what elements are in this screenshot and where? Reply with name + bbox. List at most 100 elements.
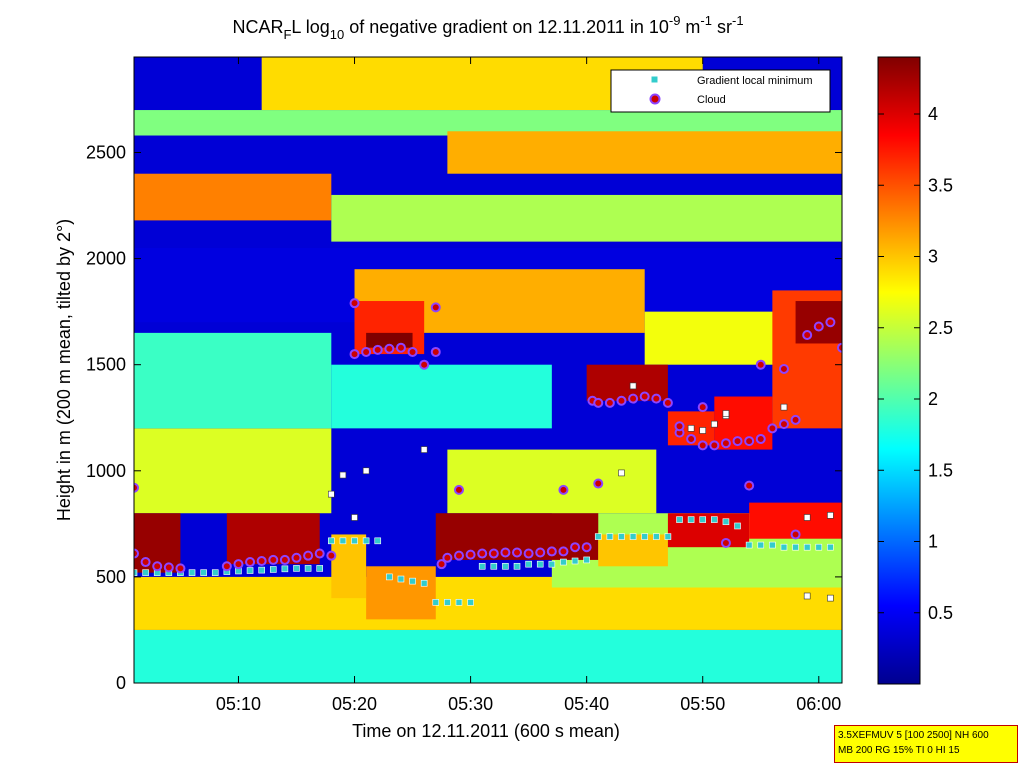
y-tick-label: 0 <box>116 673 126 693</box>
heatmap-area <box>134 57 842 683</box>
cloud-marker <box>134 482 139 493</box>
cloud-marker <box>245 557 256 568</box>
cloud-marker <box>442 552 453 563</box>
cloud-marker <box>790 414 801 425</box>
chart-title: NCARFL log10 of negative gradient on 12.… <box>232 13 743 42</box>
gradient-minimum-marker <box>780 543 788 551</box>
cloud-marker <box>790 529 801 540</box>
colorbar-tick-label: 0.5 <box>928 603 953 623</box>
gradient-minimum-marker <box>328 537 335 545</box>
heatmap-cell <box>134 629 842 683</box>
cloud-marker <box>651 393 662 404</box>
cloud-marker <box>778 363 789 374</box>
gradient-minimum-marker <box>687 516 695 523</box>
y-tick-label: 1500 <box>86 355 126 375</box>
y-tick-label: 2000 <box>86 249 126 269</box>
cloud-marker <box>755 433 766 444</box>
gradient-minimum-marker <box>594 533 602 540</box>
y-axis-label: Height in m (200 m mean, tilted by 2°) <box>54 219 74 521</box>
cloud-marker <box>697 402 708 413</box>
gradient-point-marker <box>711 420 718 428</box>
y-tick-label: 500 <box>96 567 126 587</box>
gradient-minimum-marker <box>629 533 637 540</box>
gradient-minimum-marker <box>246 567 254 574</box>
gradient-point-marker <box>827 512 834 519</box>
gradient-minimum-marker <box>490 562 498 570</box>
gradient-minimum-marker <box>362 537 370 545</box>
gradient-minimum-marker <box>560 558 567 566</box>
gradient-minimum-marker <box>769 541 776 549</box>
gradient-point-marker <box>803 514 811 521</box>
gradient-minimum-marker <box>641 533 648 540</box>
legend-circle-marker <box>649 93 661 105</box>
gradient-minimum-marker <box>351 537 358 545</box>
cloud-marker <box>744 480 755 491</box>
gradient-minimum-marker <box>711 516 718 523</box>
cloud-marker <box>778 419 789 430</box>
x-tick-label: 06:00 <box>796 694 841 714</box>
gradient-point-marker <box>803 592 811 600</box>
y-tick-label: 1000 <box>86 461 126 481</box>
cloud-marker <box>349 349 360 360</box>
gradient-minimum-marker <box>803 543 811 551</box>
colorbar-tick-label: 1 <box>928 532 938 552</box>
legend-label-gradient: Gradient local minimum <box>697 75 813 87</box>
y-axis: 0 500 1000 1500 2000 2500 <box>86 142 842 693</box>
gradient-point-marker <box>722 410 730 417</box>
heatmap-cell <box>331 364 552 429</box>
cloud-marker <box>488 548 499 559</box>
x-tick-label: 05:30 <box>448 694 493 714</box>
cloud-marker <box>256 555 267 566</box>
gradient-minimum-marker <box>188 569 196 576</box>
heatmap-cell <box>331 534 367 599</box>
cloud-marker <box>604 397 615 408</box>
cloud-marker <box>175 563 186 574</box>
colorbar-gradient <box>877 56 921 685</box>
cloud-marker <box>430 302 441 313</box>
heatmap-cell <box>366 566 436 620</box>
heatmap-cell <box>134 332 332 429</box>
cloud-marker <box>639 391 650 402</box>
cloud-marker <box>570 542 581 553</box>
y-tick-label: 2500 <box>86 142 126 162</box>
x-tick-label: 05:50 <box>680 694 725 714</box>
cloud-marker <box>546 546 557 557</box>
cloud-marker <box>593 478 604 489</box>
gradient-minimum-marker <box>502 562 509 570</box>
cloud-marker <box>732 436 743 447</box>
x-tick-label: 05:40 <box>564 694 609 714</box>
cloud-marker <box>163 562 174 573</box>
gradient-point-marker <box>618 469 625 477</box>
gradient-minimum-marker <box>304 565 312 572</box>
gradient-minimum-marker <box>420 579 428 587</box>
gradient-minimum-marker <box>293 565 300 572</box>
legend-label-cloud: Cloud <box>697 94 726 106</box>
cloud-marker <box>465 549 476 560</box>
x-axis: 05:10 05:20 05:30 05:40 05:50 06:00 <box>216 57 841 714</box>
gradient-minimum-marker <box>618 533 625 540</box>
cloud-marker <box>140 557 151 568</box>
cloud-marker <box>767 423 778 434</box>
x-tick-label: 05:10 <box>216 694 261 714</box>
gradient-minimum-marker <box>827 543 834 551</box>
cloud-marker <box>268 554 279 565</box>
gradient-minimum-marker <box>548 560 556 568</box>
gradient-minimum-marker <box>142 569 149 576</box>
gradient-minimum-marker <box>652 533 660 540</box>
cloud-marker <box>616 395 627 406</box>
gradient-minimum-marker <box>734 522 741 530</box>
cloud-marker <box>349 298 360 309</box>
cloud-marker <box>221 561 232 572</box>
cloud-marker <box>326 550 337 561</box>
cloud-marker <box>662 397 673 408</box>
gradient-minimum-marker <box>815 543 823 551</box>
x-axis-label: Time on 12.11.2011 (600 s mean) <box>352 721 620 741</box>
cloud-marker <box>628 393 639 404</box>
cloud-marker <box>709 440 720 451</box>
cloud-marker <box>686 433 697 444</box>
gradient-point-marker <box>420 446 428 453</box>
gradient-minimum-marker <box>211 569 219 576</box>
gradient-minimum-marker <box>525 560 532 568</box>
gradient-point-marker <box>339 471 347 479</box>
